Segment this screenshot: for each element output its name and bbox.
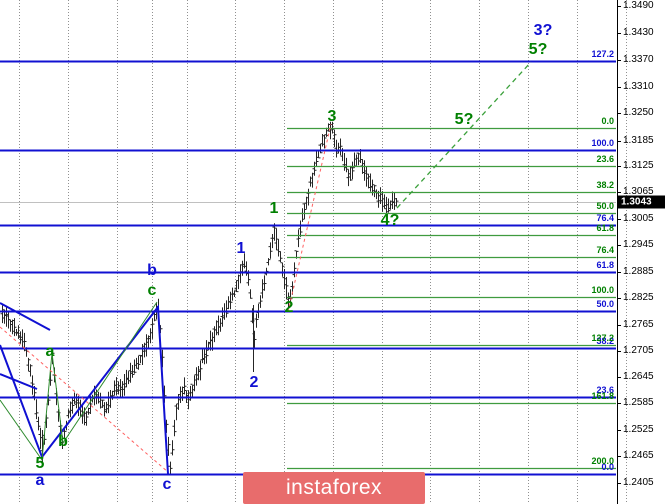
price-axis-label: 1.2465 — [623, 450, 654, 461]
green-retracement-label: 127.2 — [591, 333, 614, 343]
green-retracement-label: 100.0 — [591, 285, 614, 295]
price-axis-label: 1.2405 — [623, 477, 654, 488]
blue-retracement-label: 100.0 — [591, 138, 614, 148]
wave-label-5q: 5? — [454, 111, 474, 128]
green-retracement-label: 38.2 — [596, 180, 614, 190]
wave-label-3q: 3? — [533, 22, 553, 39]
blue-retracement-label: 38.2 — [596, 336, 614, 346]
green-retracement-label: 23.6 — [596, 154, 614, 164]
wave-label-b: b — [147, 262, 157, 279]
green-retracement-label: 61.8 — [596, 223, 614, 233]
blue-zigzag-abc — [0, 304, 169, 475]
wave-label-5: 5 — [35, 455, 45, 472]
price-axis-label: 1.3065 — [623, 186, 654, 197]
price-axis-label: 1.3310 — [623, 81, 654, 92]
instaforex-watermark: instaforex — [243, 472, 425, 504]
price-axis-label: 1.3250 — [623, 107, 654, 118]
ohlc-bars — [0, 121, 399, 476]
price-axis-label: 1.3185 — [623, 135, 654, 146]
price-axis-label: 1.2705 — [623, 345, 654, 356]
price-axis-label: 1.3125 — [623, 160, 654, 171]
wave-label-4q: 4? — [380, 212, 400, 229]
price-axis-label: 1.3005 — [623, 213, 654, 224]
green-retracement-label: 161.8 — [591, 391, 614, 401]
wave-label-c: c — [147, 282, 157, 299]
blue-retracement-label: 23.6 — [596, 385, 614, 395]
price-axis-label: 1.3490 — [623, 0, 654, 11]
wave-label-2: 2 — [249, 374, 259, 391]
red-dashed-trendline-up — [287, 123, 332, 313]
price-axis-label: 1.2945 — [623, 239, 654, 250]
wave-label-1: 1 — [269, 200, 279, 217]
green-retracement-label: 0.0 — [601, 116, 614, 126]
wave-label-a: a — [35, 472, 45, 489]
green-retracement-label: 76.4 — [596, 245, 614, 255]
price-axis-label: 1.2825 — [623, 292, 654, 303]
blue-retracement-label: 76.4 — [596, 213, 614, 223]
wave-label-b: b — [58, 433, 68, 450]
price-axis-label: 1.2525 — [623, 424, 654, 435]
wave-label-3: 3 — [327, 108, 337, 125]
price-axis-label: 1.2765 — [623, 319, 654, 330]
price-axis-label: 1.2585 — [623, 397, 654, 408]
wave-label-a: a — [45, 343, 55, 360]
blue-trendline-upper — [0, 302, 51, 331]
red-dashed-trendline-down — [0, 326, 169, 473]
price-axis-label: 1.2885 — [623, 266, 654, 277]
wave-label-2: 2 — [284, 299, 294, 316]
blue-retracement-label: 50.0 — [596, 299, 614, 309]
price-axis-label: 1.3430 — [623, 27, 654, 38]
green-dashed-projection — [396, 61, 532, 209]
current-price-marker: 1.3043 — [618, 195, 665, 209]
price-axis-label: 1.3370 — [623, 54, 654, 65]
wave-label-c: c — [162, 476, 172, 493]
price-axis-label: 1.2645 — [623, 371, 654, 382]
green-retracement-label: 200.0 — [591, 456, 614, 466]
green-zigzag-5abc — [0, 301, 158, 462]
wave-label-1: 1 — [236, 240, 246, 257]
green-retracement-label: 50.0 — [596, 201, 614, 211]
blue-retracement-label: 127.2 — [591, 49, 614, 59]
blue-retracement-label: 0.0 — [601, 462, 614, 472]
blue-retracement-label: 61.8 — [596, 260, 614, 270]
blue-trendline-lower — [0, 373, 38, 390]
wave-label-5q: 5? — [528, 41, 548, 58]
